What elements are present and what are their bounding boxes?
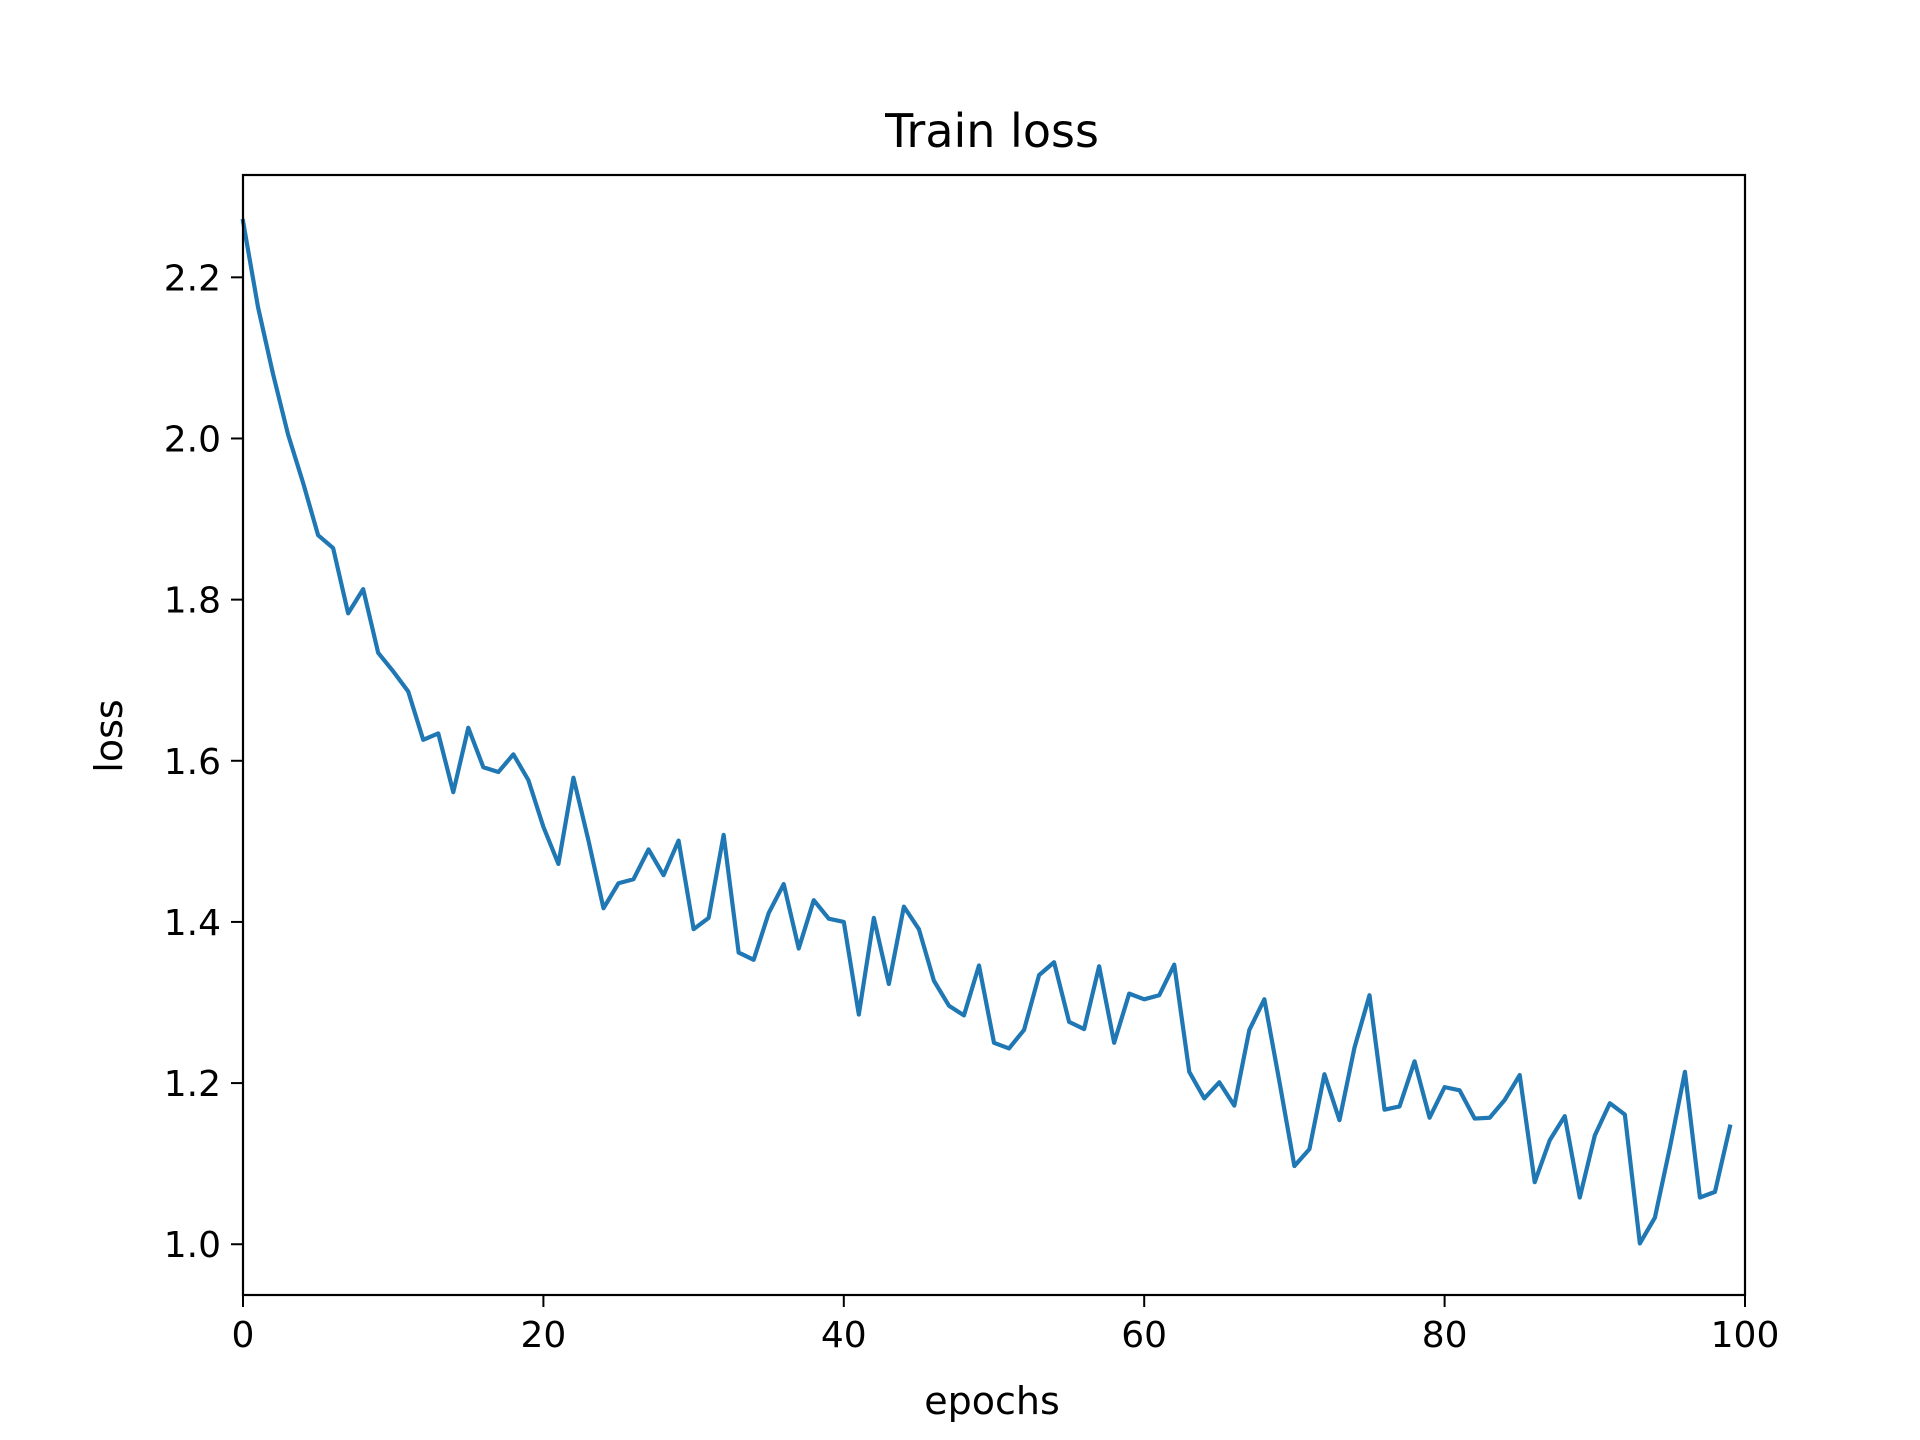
- y-tick-label: 2.2: [164, 258, 221, 299]
- y-tick-label: 1.0: [164, 1225, 221, 1266]
- plot-frame: [241, 173, 1747, 1297]
- chart-title: Train loss: [884, 104, 1099, 158]
- x-axis-label: epochs: [924, 1379, 1060, 1423]
- y-tick-label: 2.0: [164, 419, 221, 460]
- x-tick-label: 40: [821, 1315, 867, 1356]
- x-tick-label: 0: [232, 1315, 255, 1356]
- y-axis-label: loss: [87, 699, 131, 772]
- x-axis: 0 20 40 60 80 100: [232, 1295, 1780, 1356]
- x-tick-label: 100: [1711, 1315, 1780, 1356]
- series-line-0: [240, 218, 1733, 1246]
- y-axis: 1.0 1.2 1.4 1.6 1.8 2.0 2.2: [164, 258, 243, 1266]
- x-tick-label: 20: [520, 1315, 566, 1356]
- x-tick-label: 80: [1422, 1315, 1468, 1356]
- y-tick-label: 1.2: [164, 1064, 221, 1105]
- y-tick-label: 1.6: [164, 742, 221, 783]
- x-tick-label: 60: [1121, 1315, 1167, 1356]
- plot-area: [240, 218, 1733, 1246]
- y-tick-label: 1.8: [164, 581, 221, 622]
- y-tick-label: 1.4: [164, 903, 221, 944]
